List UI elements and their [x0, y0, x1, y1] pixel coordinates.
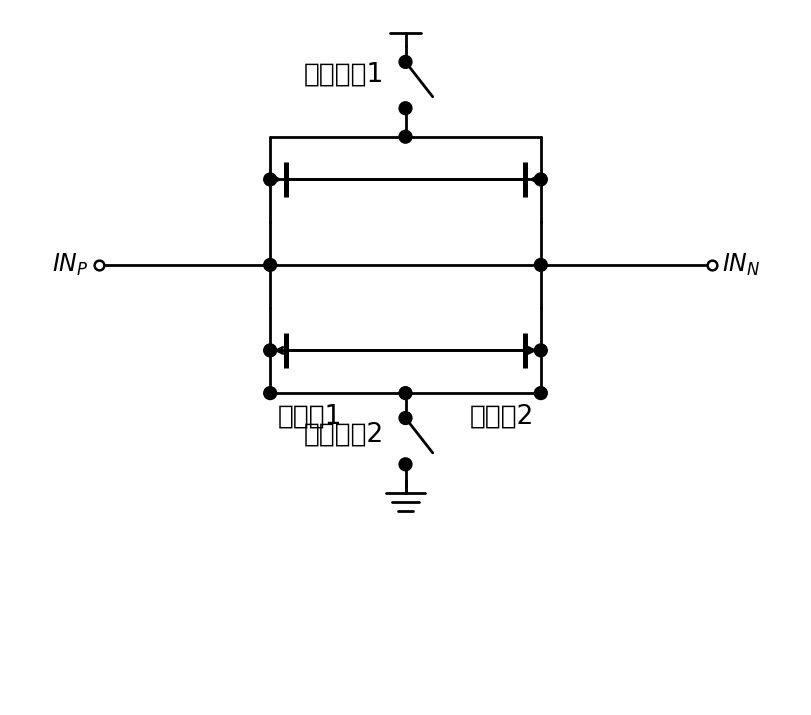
Circle shape	[399, 130, 412, 143]
Circle shape	[399, 102, 412, 114]
Circle shape	[264, 387, 277, 400]
Circle shape	[534, 387, 547, 400]
Text: $IN_P$: $IN_P$	[52, 252, 88, 278]
Circle shape	[534, 173, 547, 186]
Text: 电源开关2: 电源开关2	[304, 421, 384, 447]
Text: $IN_N$: $IN_N$	[723, 252, 761, 278]
Text: 反向器1: 反向器1	[277, 404, 341, 430]
Circle shape	[399, 387, 412, 400]
Text: 反向器2: 反向器2	[470, 404, 534, 430]
Circle shape	[399, 412, 412, 425]
Circle shape	[399, 458, 412, 470]
Circle shape	[264, 173, 277, 186]
Circle shape	[399, 56, 412, 69]
Text: 电源开关1: 电源开关1	[304, 61, 384, 87]
Circle shape	[534, 344, 547, 357]
Circle shape	[264, 259, 277, 271]
Circle shape	[264, 344, 277, 357]
Circle shape	[534, 259, 547, 271]
